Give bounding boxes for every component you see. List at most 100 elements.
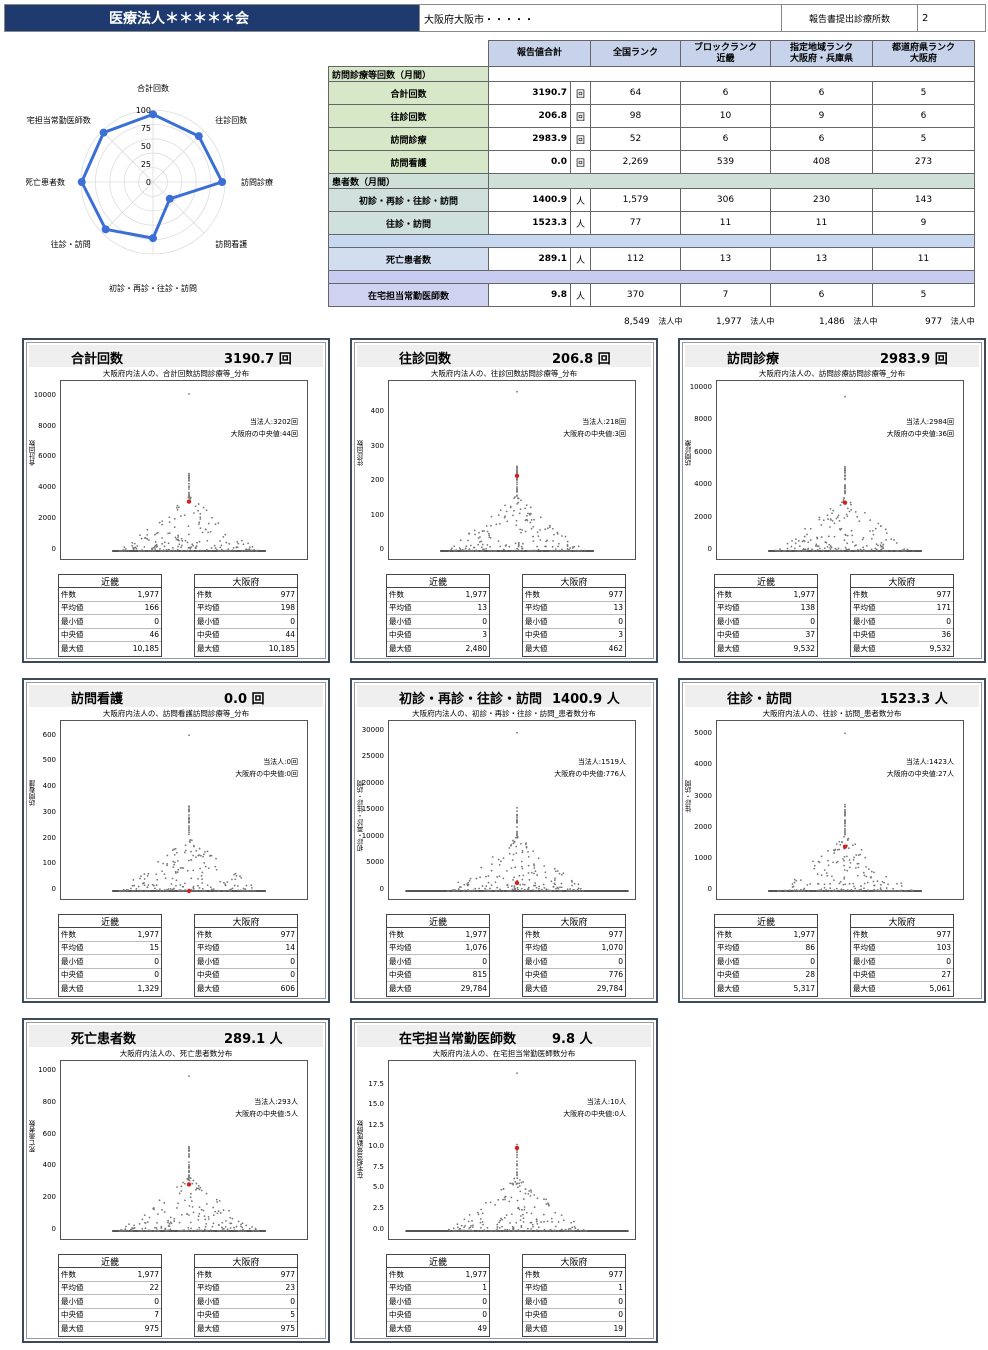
data-dot [797, 550, 799, 552]
data-dot [197, 854, 200, 857]
y-tick-label: 600 [42, 730, 56, 739]
data-dot [163, 1211, 166, 1213]
data-dot [832, 509, 835, 512]
data-dot [189, 1221, 192, 1224]
panel-header: 初診・再診・往診・訪問 1400.9 人 [357, 685, 651, 707]
rank-column-header: 報告値合計 [488, 40, 591, 67]
data-dot [496, 886, 499, 889]
data-dot [573, 1229, 575, 1232]
data-dot [835, 517, 838, 520]
data-dot [555, 887, 557, 890]
stat-value: 0 [618, 956, 623, 966]
stats-table-osaka: 大阪府 件数 977 平均値 1 最小値 0 中央値 0 最大値 19 [522, 1254, 626, 1337]
data-dot [482, 550, 485, 552]
own-value-note: 当法人:1423人 [905, 758, 954, 766]
data-dot [160, 1227, 163, 1230]
data-dot [516, 1151, 518, 1154]
data-dot [479, 876, 481, 879]
data-dot [486, 1226, 489, 1229]
data-dot [516, 486, 518, 488]
data-dot [188, 1147, 190, 1149]
data-dot [835, 843, 838, 845]
data-dot [863, 874, 866, 877]
stat-label: 最大値 [525, 1324, 548, 1334]
data-dot [533, 1194, 536, 1196]
data-dot [517, 497, 520, 500]
data-dot [141, 549, 143, 551]
data-dot [852, 882, 855, 885]
data-dot [161, 520, 164, 523]
data-dot [239, 1229, 242, 1232]
data-dot [176, 859, 179, 862]
panel-subtitle: 大阪府内法人の、在宅担当常勤医師数分布 [432, 1049, 576, 1058]
data-dot [577, 887, 580, 890]
data-dot [530, 1230, 532, 1232]
data-dot [774, 549, 777, 552]
data-dot [532, 540, 535, 543]
data-dot [807, 541, 810, 543]
y-tick-label: 15000 [361, 805, 384, 814]
data-dot [841, 890, 844, 892]
data-dot [452, 1229, 455, 1232]
data-dot [206, 884, 209, 887]
data-dot [132, 878, 135, 881]
data-dot [521, 851, 524, 854]
data-dot [491, 1229, 494, 1232]
data-dot [188, 1165, 190, 1168]
data-dot [475, 877, 478, 880]
stat-label: 最大値 [525, 644, 548, 654]
stats-row: 最小値 0 [851, 615, 953, 629]
data-dot [225, 1229, 228, 1232]
data-dot [239, 875, 241, 878]
radar-axis-label: 訪問診療 [241, 177, 273, 187]
data-dot [817, 545, 820, 548]
data-dot [853, 885, 855, 888]
data-dot [877, 544, 879, 547]
data-dot [516, 483, 518, 486]
data-dot [135, 547, 138, 550]
data-dot [494, 889, 497, 892]
data-dot [250, 886, 253, 889]
data-dot [575, 890, 578, 892]
stat-label: 件数 [525, 589, 540, 599]
data-dot [506, 869, 508, 872]
data-dot [798, 550, 801, 552]
data-dot [180, 889, 182, 892]
data-dot [212, 888, 215, 891]
data-dot [161, 542, 164, 545]
data-dot [179, 515, 182, 518]
data-dot [203, 1228, 206, 1231]
data-dot [161, 870, 163, 873]
y-tick-label: 25000 [361, 752, 384, 761]
data-dot [133, 546, 136, 549]
data-dot [496, 876, 499, 878]
rank-cell: 52 [590, 127, 681, 151]
data-dot [223, 1227, 225, 1230]
beeswarm-svg [768, 732, 922, 892]
data-dot [144, 1230, 147, 1232]
data-dot [533, 872, 535, 875]
data-dot [873, 871, 875, 874]
stat-value: 103 [936, 943, 951, 953]
data-dot [874, 547, 877, 550]
data-dot [118, 550, 121, 552]
stats-row: 最大値 462 [523, 642, 625, 656]
data-dot [192, 869, 195, 872]
y-tick-label: 400 [42, 782, 56, 791]
data-dot [205, 1223, 208, 1225]
ranking-row: 往診・訪問 1523.3 人 77 11 11 9 [328, 211, 975, 235]
data-dot [205, 1192, 208, 1195]
data-dot [222, 1230, 225, 1232]
data-dot [202, 506, 205, 509]
stats-region: 近畿 [715, 575, 817, 588]
data-dot [555, 1225, 557, 1228]
data-dot [550, 550, 552, 552]
data-dot [830, 546, 833, 549]
data-dot [521, 547, 523, 550]
data-dot [870, 537, 873, 540]
data-dot [861, 538, 864, 541]
data-dot [151, 883, 154, 886]
data-dot [539, 516, 542, 519]
data-dot [498, 889, 501, 892]
data-dot [219, 1229, 221, 1232]
